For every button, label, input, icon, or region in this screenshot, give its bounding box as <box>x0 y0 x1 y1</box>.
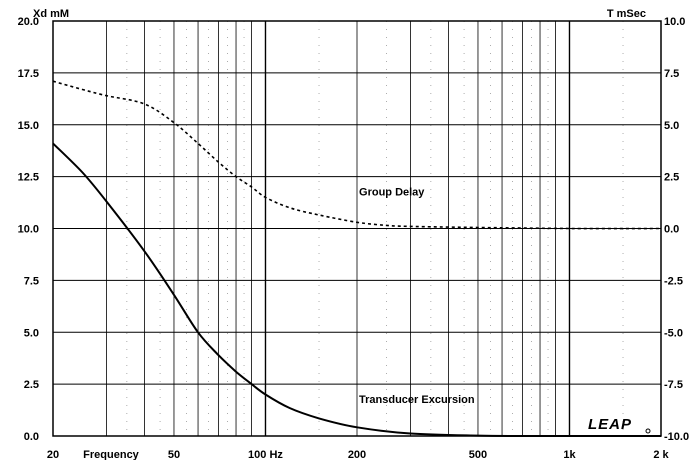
x-tick-label: 20 <box>47 449 59 460</box>
x-tick-label: 200 <box>348 449 366 460</box>
x-tick-label: 1k <box>563 449 576 460</box>
y-tick-label-left: 5.0 <box>24 327 39 339</box>
x-tick-label: 2 k <box>653 449 669 460</box>
plot-frame <box>52 20 662 437</box>
y-tick-label-right: 5.0 <box>664 120 679 132</box>
y-tick-label-right: 2.5 <box>664 172 679 184</box>
y-tick-label-right: -7.5 <box>664 379 683 391</box>
y-tick-label-left: 12.5 <box>18 172 39 184</box>
y-tick-label-left: 0.0 <box>24 431 39 443</box>
y-tick-label-right: 0.0 <box>664 224 679 236</box>
x-tick-label: 50 <box>168 449 180 460</box>
y-tick-label-left: 10.0 <box>18 224 39 236</box>
y-tick-label-right: -5.0 <box>664 327 683 339</box>
y-axis-right-title: T mSec <box>607 8 646 20</box>
y-tick-label-left: 15.0 <box>18 120 39 132</box>
y-tick-label-right: 7.5 <box>664 68 679 80</box>
tick-labels: 0.0 -10.0 2.5 -7.5 5.0 -5.0 7.5 -2.5 10.0 0.0 12.5… <box>18 16 690 460</box>
y-tick-label-left: 17.5 <box>18 68 39 80</box>
x-tick-label: 500 <box>469 449 487 460</box>
transducer-excursion-label: Transducer Excursion <box>359 394 475 406</box>
group-delay-label: Group Delay <box>359 186 425 198</box>
y-tick-label-right: 10.0 <box>664 16 685 28</box>
y-tick-label-right: -2.5 <box>664 275 683 287</box>
y-tick-label-right: -10.0 <box>664 431 689 443</box>
y-tick-label-left: 7.5 <box>24 275 39 287</box>
grid <box>53 20 661 437</box>
y-tick-label-left: 2.5 <box>24 379 39 391</box>
x-tick-label: 100 Hz <box>248 449 283 460</box>
y-axis-left-title: Xd mM <box>33 8 69 20</box>
brand-logo: LEAP <box>588 416 632 433</box>
group-delay-line <box>52 80 662 230</box>
brand-logo-dot <box>645 428 651 434</box>
x-axis-title: Frequency <box>83 449 140 460</box>
y-tick-label-left: 20.0 <box>18 16 39 28</box>
